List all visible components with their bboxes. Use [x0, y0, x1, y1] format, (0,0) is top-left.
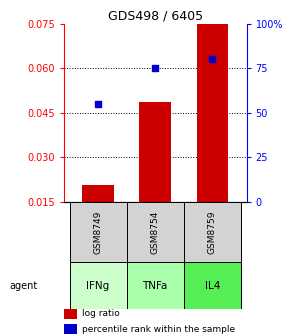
Bar — [139, 102, 171, 202]
Bar — [82, 185, 114, 202]
Text: IL4: IL4 — [204, 281, 220, 291]
Point — [153, 65, 157, 71]
Point — [96, 101, 100, 106]
Text: percentile rank within the sample: percentile rank within the sample — [82, 325, 235, 334]
Text: GSM8759: GSM8759 — [208, 210, 217, 254]
Bar — [64, 324, 77, 335]
Text: log ratio: log ratio — [82, 309, 120, 319]
Bar — [127, 202, 184, 262]
Bar — [184, 202, 241, 262]
Text: GSM8749: GSM8749 — [94, 210, 103, 254]
Bar — [64, 309, 77, 319]
Bar — [197, 24, 228, 202]
Bar — [184, 262, 241, 309]
Bar — [127, 262, 184, 309]
Text: IFNg: IFNg — [86, 281, 110, 291]
Text: GSM8754: GSM8754 — [151, 210, 160, 254]
Text: agent: agent — [10, 281, 38, 291]
Text: TNFa: TNFa — [142, 281, 168, 291]
Bar — [70, 202, 127, 262]
Bar — [70, 262, 127, 309]
Point — [210, 56, 215, 62]
Title: GDS498 / 6405: GDS498 / 6405 — [108, 9, 203, 23]
